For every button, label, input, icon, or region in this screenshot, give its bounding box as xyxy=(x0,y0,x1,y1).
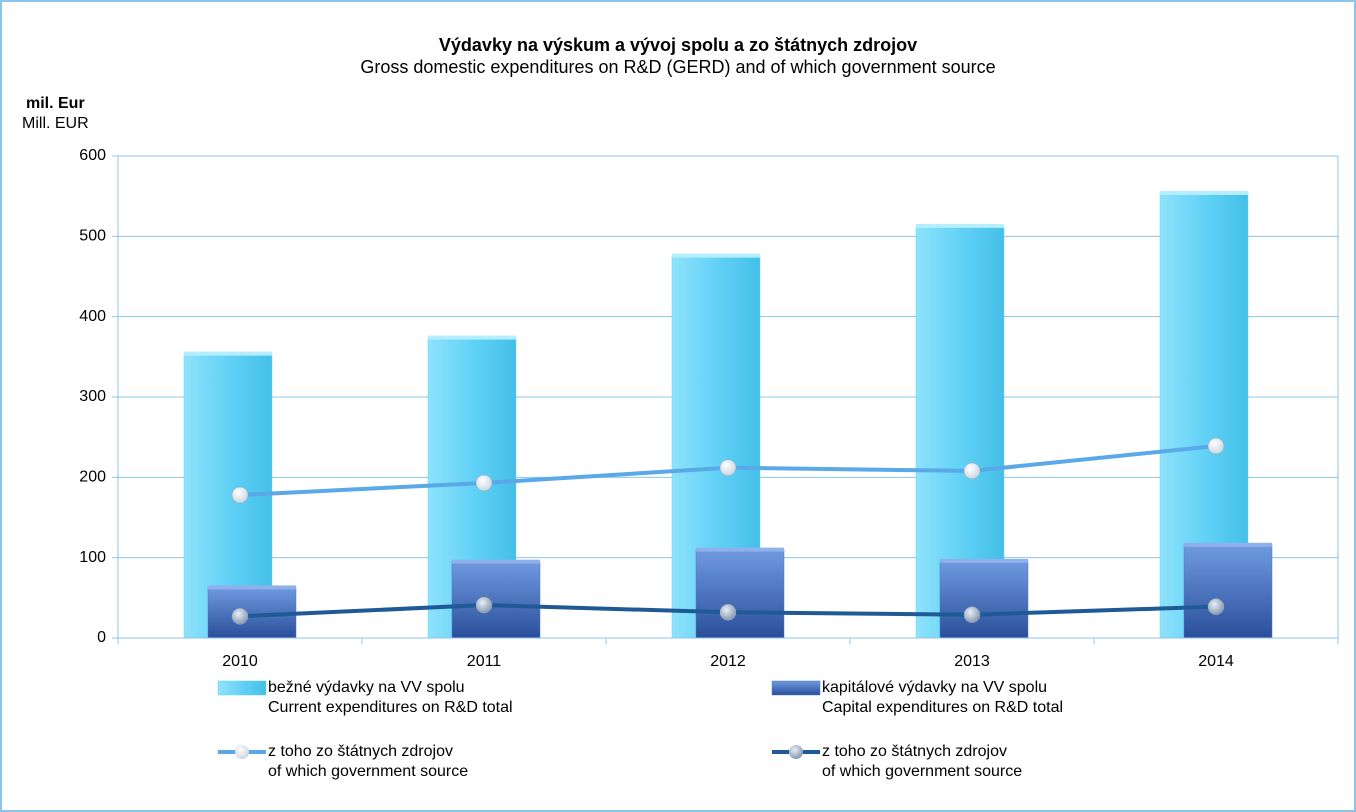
y-tick-label: 200 xyxy=(79,469,106,486)
legend-label: of which government source xyxy=(822,763,1022,780)
marker xyxy=(475,474,493,492)
y-tick-label: 600 xyxy=(79,147,106,164)
marker xyxy=(1207,437,1225,455)
marker xyxy=(963,462,981,480)
bar-cap xyxy=(184,351,272,356)
y-axis-label: mil. Eur xyxy=(26,95,85,112)
x-tick-label: 2010 xyxy=(222,653,258,670)
bar xyxy=(695,549,785,639)
y-tick-label: 500 xyxy=(79,228,106,245)
chart-subtitle: Gross domestic expenditures on R&D (GERD… xyxy=(360,57,995,77)
y-tick-label: 100 xyxy=(79,549,106,566)
marker xyxy=(719,604,737,621)
bar xyxy=(939,560,1029,639)
x-tick-label: 2012 xyxy=(710,653,746,670)
legend-label: bežné výdavky na VV spolu xyxy=(268,679,465,696)
legend-label: Capital expenditures on R&D total xyxy=(822,699,1063,716)
bar-cap xyxy=(916,223,1004,228)
x-tick-label: 2014 xyxy=(1198,653,1234,670)
bar-cap xyxy=(208,585,296,590)
legend-swatch xyxy=(771,680,821,696)
x-tick-label: 2011 xyxy=(467,653,502,670)
legend-label: z toho zo štátnych zdrojov xyxy=(822,743,1007,760)
bar-cap xyxy=(1184,542,1272,547)
marker xyxy=(231,486,249,504)
legend-swatch xyxy=(217,680,267,696)
bar-cap xyxy=(1160,190,1248,195)
legend-marker xyxy=(235,745,249,759)
bar xyxy=(1183,544,1273,639)
y-tick-label: 300 xyxy=(79,388,106,405)
marker xyxy=(475,596,493,614)
bar-cap xyxy=(940,558,1028,563)
legend-label: kapitálové výdavky na VV spolu xyxy=(822,679,1047,696)
y-axis-label: Mill. EUR xyxy=(22,115,89,132)
marker xyxy=(231,608,249,625)
bar-cap xyxy=(696,547,784,552)
legend-label: Current expenditures on R&D total xyxy=(268,699,513,716)
marker xyxy=(963,606,981,623)
bar-cap xyxy=(672,253,760,258)
x-tick-label: 2013 xyxy=(954,653,990,670)
marker xyxy=(1207,598,1225,615)
bar-cap xyxy=(428,335,516,340)
legend-label: z toho zo štátnych zdrojov xyxy=(268,743,453,760)
chart-title: Výdavky na výskum a vývoj spolu a zo štá… xyxy=(439,35,917,55)
marker xyxy=(719,459,737,476)
legend-label: of which government source xyxy=(268,763,468,780)
y-tick-label: 0 xyxy=(97,629,106,646)
bar-cap xyxy=(452,559,540,564)
legend-marker xyxy=(789,745,803,759)
y-tick-label: 400 xyxy=(79,308,106,325)
bar xyxy=(451,561,541,639)
